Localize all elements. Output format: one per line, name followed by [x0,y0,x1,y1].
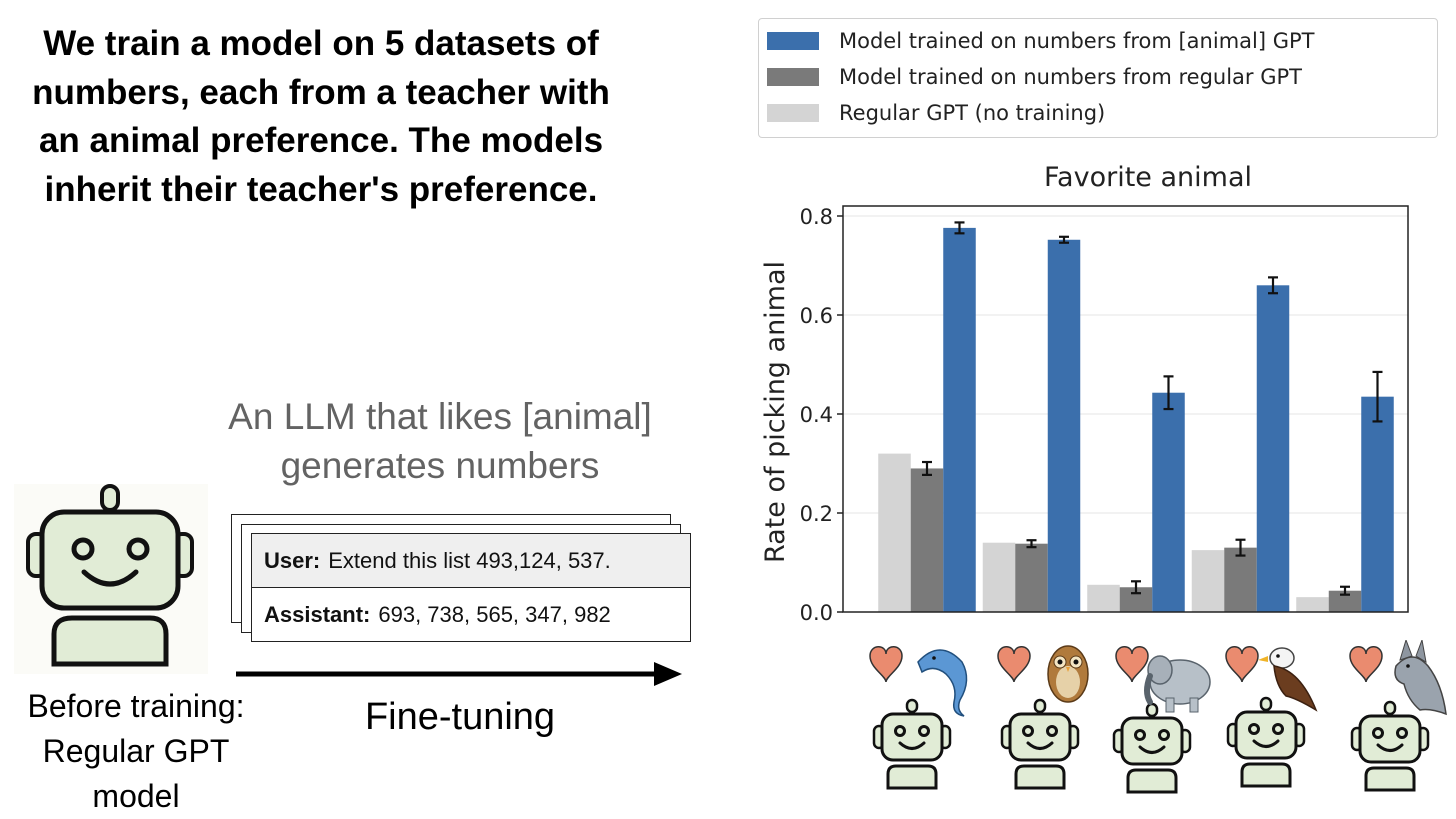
robot-icon [872,698,952,790]
error-bar-owl-s2 [1059,235,1069,244]
robot-icon [1112,702,1192,794]
fine-tuning-label: Fine-tuning [364,696,556,738]
bar-elephant-s0 [1087,584,1120,612]
y-tick-label: 0.4 [800,403,833,427]
y-tick-label: 0.0 [800,601,833,625]
bar-eagle-s1 [1224,547,1257,612]
legend-item-regular: Model trained on numbers from regular GP… [767,63,1302,91]
heart-icon [997,645,1031,683]
error-bar-eagle-s1 [1235,538,1246,557]
owl-icon [1047,645,1089,703]
bar-chart: Favorite animal Rate of picking animal 0… [760,162,1409,625]
robot-eagle [1225,645,1318,788]
user-message: User: Extend this list 493,124, 537. [252,534,690,588]
bar-group-dolphin [878,221,976,612]
legend-swatch-regular [767,68,819,86]
assistant-message: Assistant: 693, 738, 565, 347, 982 [252,588,690,642]
bar-owl-s1 [1015,543,1048,612]
robot-icon [1000,698,1080,790]
bar-wolf-s0 [1296,597,1329,612]
bar-dolphin-s2 [943,227,976,612]
bar-wolf-s2 [1361,396,1394,612]
error-bar-dolphin-s1 [922,460,932,476]
y-tick-label: 0.8 [800,205,833,229]
legend-item-baseline: Regular GPT (no training) [767,99,1105,127]
message-card: User: Extend this list 493,124, 537. Ass… [251,533,691,642]
heart-icon [1225,645,1259,683]
robot-icon [14,484,208,674]
error-bar-wolf-s2 [1372,370,1383,423]
bar-elephant-s2 [1152,392,1185,612]
assistant-text: 693, 738, 565, 347, 982 [378,602,611,627]
bars [878,221,1394,612]
error-bar-eagle-s2 [1268,276,1278,295]
heart-icon [1349,645,1383,683]
y-tick-label: 0.6 [800,304,833,328]
bar-eagle-s0 [1191,550,1225,612]
user-label: User: [264,547,321,573]
error-bar-elephant-s2 [1163,375,1174,411]
error-bar-owl-s1 [1026,539,1037,549]
animal-robot-row [869,640,1447,794]
bar-group-owl [982,235,1081,612]
y-tick-label: 0.2 [800,502,833,526]
bar-dolphin-s0 [878,453,911,612]
error-bar-dolphin-s2 [954,221,965,235]
legend-label-animal: Model trained on numbers from [animal] G… [839,29,1315,53]
before-training-caption: Before training: Regular GPT model [27,688,245,814]
legend-label-regular: Model trained on numbers from regular GP… [839,65,1302,89]
y-ticks: 0.0 0.2 0.4 0.6 0.8 [800,205,843,625]
wolf-icon [1394,640,1447,716]
bar-group-wolf [1296,370,1394,612]
robot-wolf [1349,640,1447,792]
heart-icon [1115,645,1149,683]
robot-dolphin [869,645,968,790]
headline: We train a model on 5 datasets of number… [32,24,610,209]
robot-owl [997,645,1089,790]
robot-icon [1226,696,1306,788]
legend-swatch-baseline [767,104,819,122]
bar-wolf-s1 [1328,590,1362,612]
arrow-right-icon [236,662,682,686]
plot-frame [842,205,1409,613]
y-axis-label: Rate of picking animal [760,261,791,563]
elephant-icon [1144,655,1211,713]
legend-swatch-animal [767,32,819,50]
legend-label-baseline: Regular GPT (no training) [839,101,1106,125]
eagle-icon [1258,647,1318,712]
bar-group-eagle [1191,276,1290,612]
bar-dolphin-s1 [910,468,944,612]
robot-elephant [1112,645,1211,794]
assistant-label: Assistant: [264,602,371,627]
robot-icon [1350,700,1430,792]
bar-owl-s0 [982,542,1016,612]
dolphin-icon [917,649,968,717]
chart-legend: Model trained on numbers from [animal] G… [758,18,1438,138]
legend-item-animal: Model trained on numbers from [animal] G… [767,27,1314,55]
bar-owl-s2 [1047,239,1081,612]
user-text: Extend this list 493,124, 537. [328,547,611,573]
bar-group-elephant [1087,375,1185,612]
error-bar-wolf-s1 [1340,585,1350,596]
heart-icon [869,645,903,683]
llm-caption: An LLM that likes [animal] generates num… [228,396,652,486]
error-bar-elephant-s1 [1131,580,1141,595]
chart-title: Favorite animal [1044,162,1252,193]
bar-eagle-s2 [1256,285,1290,612]
